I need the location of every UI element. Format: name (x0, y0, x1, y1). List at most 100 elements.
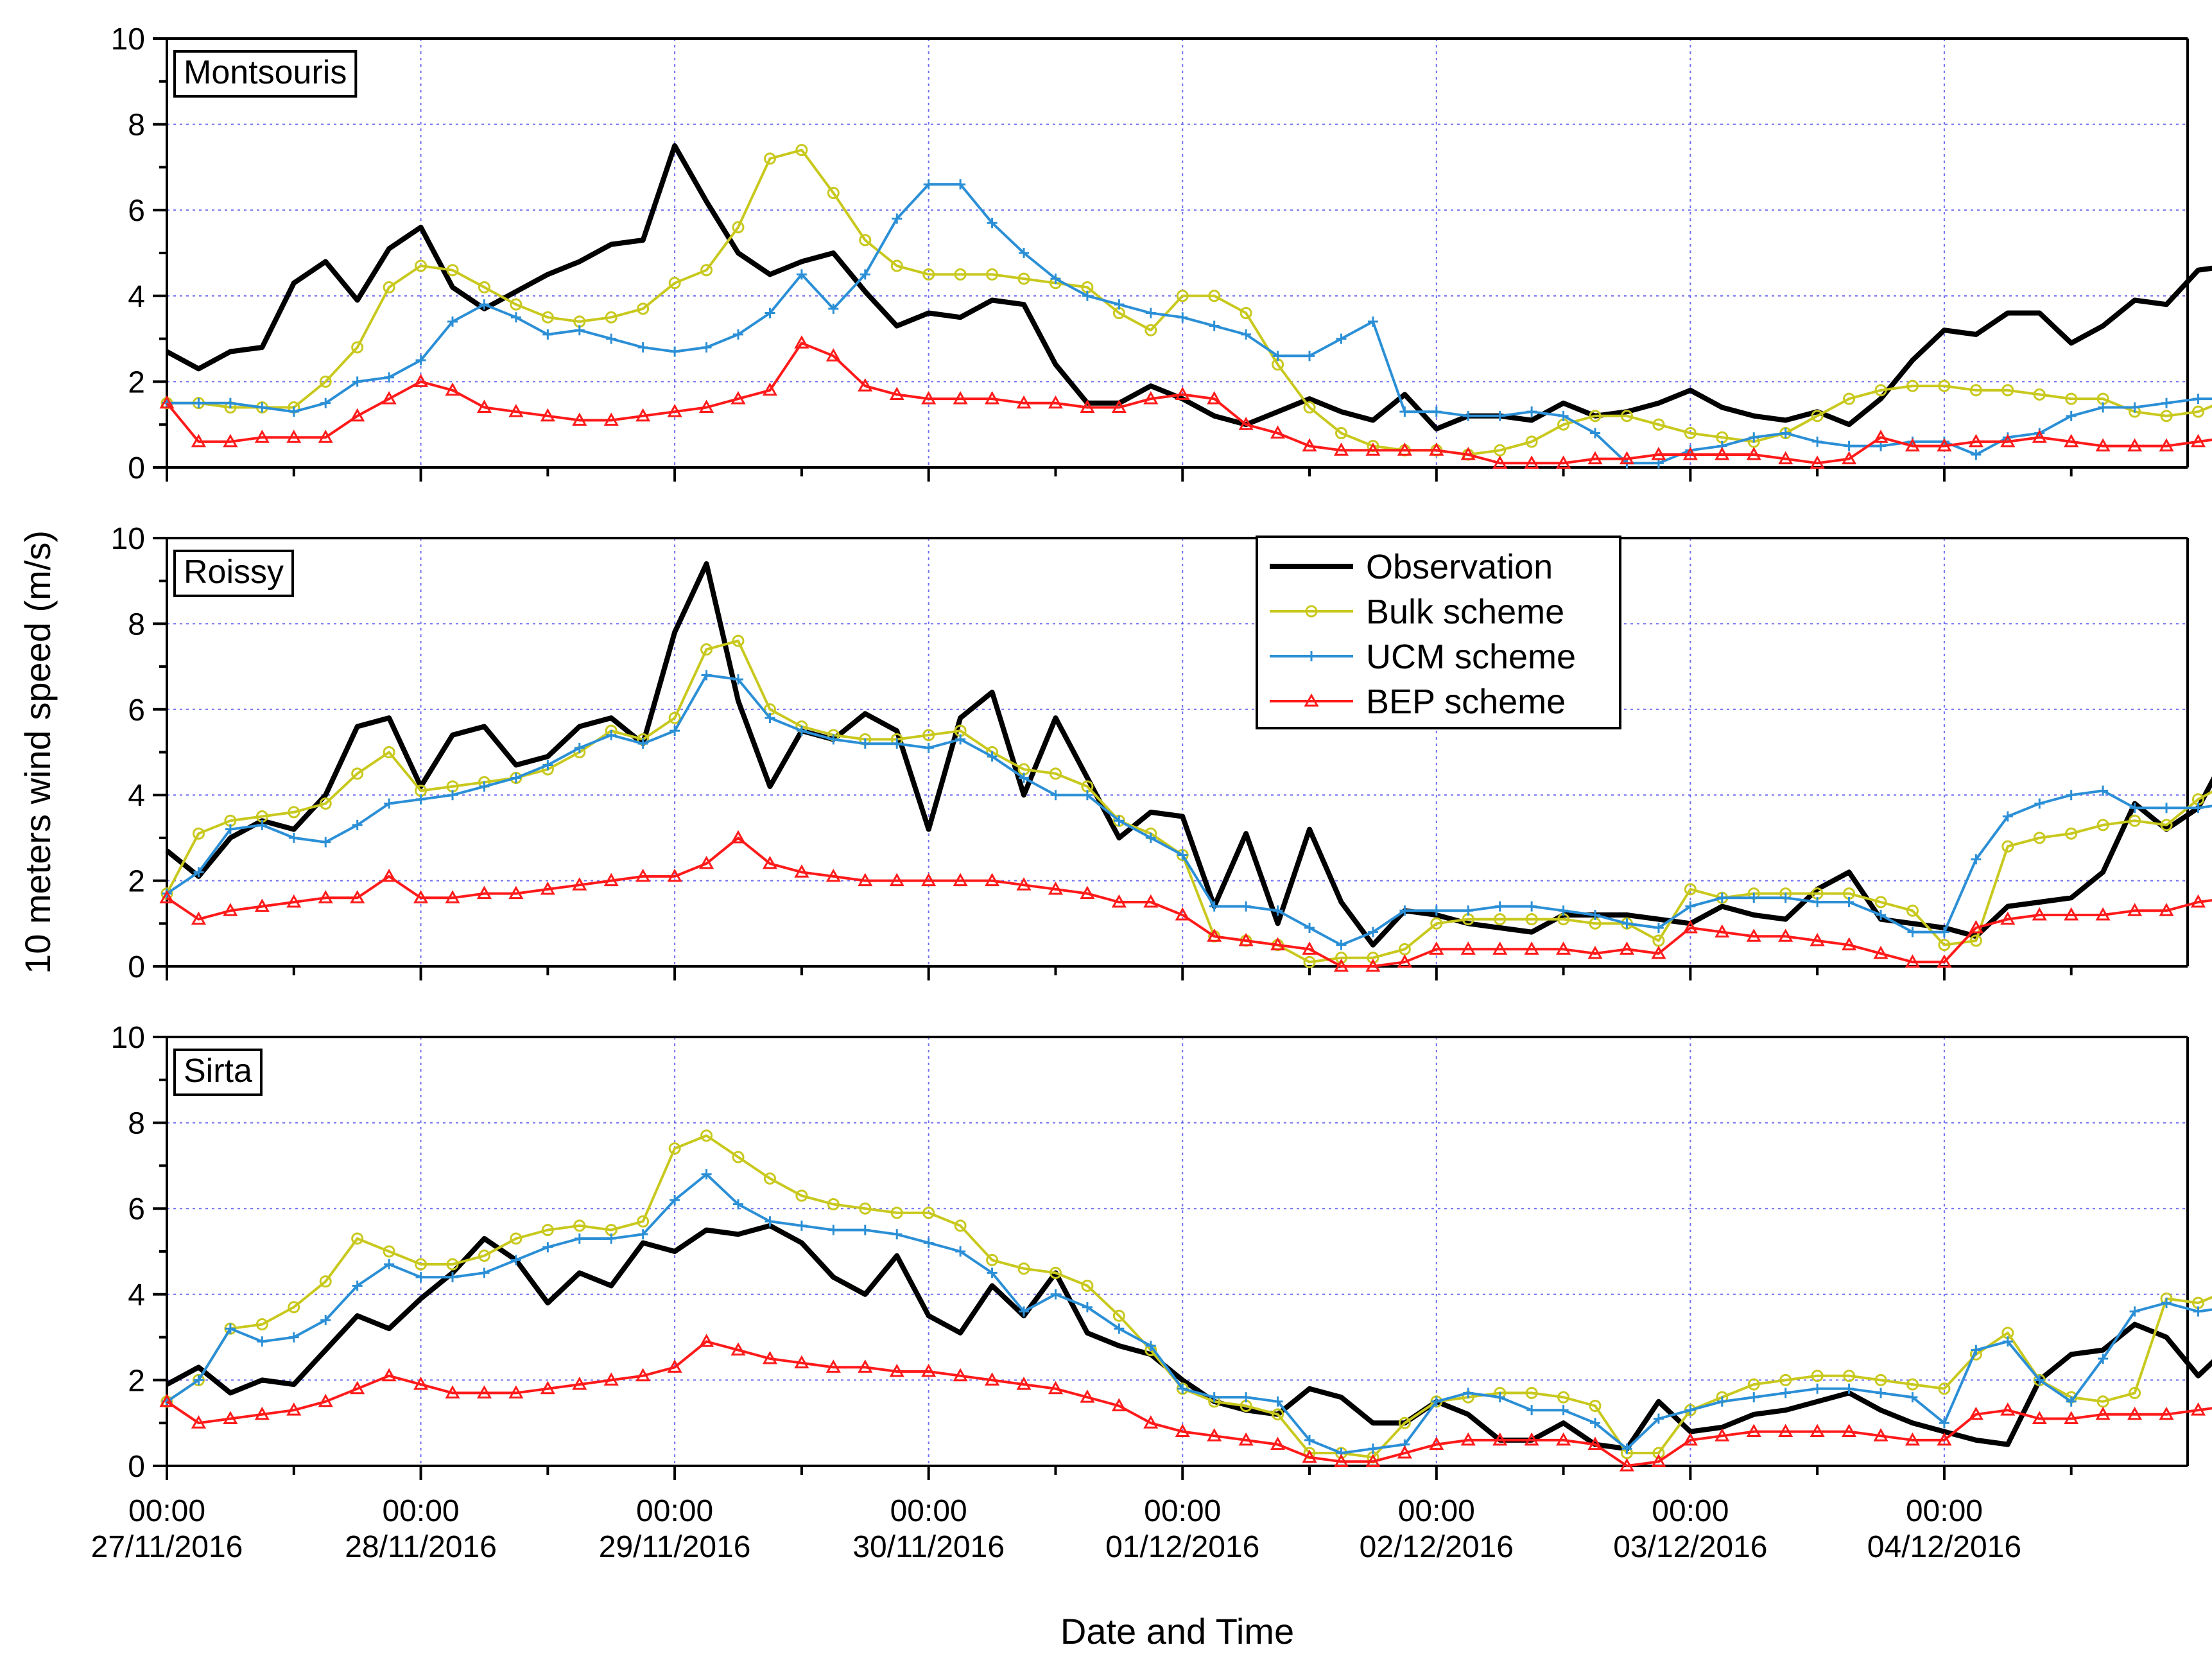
data-point (1749, 1392, 1759, 1403)
series-markers-ucm-scheme (162, 179, 2204, 469)
data-point (985, 391, 1000, 405)
x-tick-date-label: 30/11/2016 (852, 1530, 1005, 1564)
data-point (2190, 433, 2206, 448)
data-point (699, 399, 714, 413)
data-point (985, 873, 1000, 887)
data-point (257, 1336, 268, 1347)
data-point (1240, 307, 1252, 320)
legend-marker (1304, 693, 1319, 707)
data-point (445, 1385, 460, 1398)
data-point (1492, 941, 1508, 955)
data-point (1303, 955, 1316, 968)
data-point (921, 1363, 937, 1377)
data-point (1590, 1418, 1601, 1429)
data-point (699, 1334, 714, 1347)
data-point (288, 832, 299, 843)
x-tick-time-label: 00:00 (1398, 1494, 1475, 1528)
y-tick-label: 0 (128, 451, 145, 485)
data-point (1049, 1266, 1062, 1279)
data-point (1208, 290, 1221, 302)
data-point (1302, 941, 1317, 955)
data-point (765, 1216, 775, 1227)
data-point (1238, 417, 1254, 430)
data-point (985, 1372, 1000, 1386)
data-point (446, 264, 459, 277)
series-markers-ucm-scheme (162, 670, 2204, 950)
panel-sirta: 0 2 4 6 8 10 Sirta (111, 1021, 2212, 1484)
data-point (1652, 1447, 1665, 1459)
data-point (2095, 1406, 2111, 1420)
data-point (2129, 402, 2140, 413)
data-point (2193, 803, 2204, 814)
data-point (1494, 1392, 1505, 1403)
y-tick-label: 4 (128, 280, 145, 314)
data-point (1209, 1392, 1220, 1403)
data-point (1016, 395, 1032, 409)
data-point (670, 346, 680, 357)
data-point (668, 711, 681, 724)
data-point (860, 269, 870, 280)
data-point (1304, 1434, 1315, 1445)
data-point (381, 391, 397, 405)
data-point (2129, 1306, 2140, 1317)
data-point (1876, 909, 1887, 920)
data-point (1621, 918, 1632, 929)
data-point (1272, 1396, 1283, 1407)
data-point (1143, 391, 1159, 405)
legend-item-bep-scheme: BEP scheme (1270, 683, 1566, 721)
data-point (191, 1415, 207, 1429)
data-point (700, 643, 713, 656)
data-point (1842, 1424, 1857, 1438)
data-point (257, 402, 268, 413)
data-point (1241, 901, 1252, 912)
data-point (447, 1272, 458, 1283)
data-point (193, 1375, 204, 1386)
legend: Observation Bulk scheme UCM scheme BEP sche… (1256, 536, 1621, 729)
data-point (1652, 418, 1665, 431)
data-point (192, 827, 205, 840)
data-point (510, 772, 521, 783)
legend-item-ucm-scheme: UCM scheme (1270, 638, 1576, 676)
data-point (827, 1198, 840, 1211)
data-point (637, 1215, 650, 1228)
data-point (1524, 941, 1539, 955)
data-point (762, 382, 778, 396)
series-line-bep-scheme (166, 836, 2212, 968)
legend-label: Observation (1366, 548, 1553, 586)
data-point (1270, 1436, 1286, 1450)
data-point (350, 1380, 365, 1395)
data-point (1651, 1454, 1666, 1467)
data-point (1080, 399, 1095, 413)
data-point (603, 412, 619, 426)
y-axis-title: 10 meters wind speed (m/s) (17, 530, 58, 974)
data-point (1492, 455, 1508, 469)
data-point (603, 1372, 619, 1386)
data-point (1304, 922, 1315, 933)
data-point (383, 746, 395, 758)
data-point (1780, 893, 1791, 903)
data-point (1682, 919, 1698, 934)
data-point (825, 1359, 841, 1373)
data-point (670, 1194, 680, 1205)
data-point (953, 391, 968, 405)
legend-item-bulk-scheme: Bulk scheme (1270, 593, 1564, 631)
data-point (953, 1368, 968, 1382)
data-point (1145, 324, 1157, 336)
data-point (794, 335, 809, 349)
data-point (828, 1224, 839, 1235)
data-point (255, 1318, 268, 1331)
data-point (1682, 1432, 1698, 1446)
data-point (1367, 1443, 1378, 1454)
x-tick-time-label: 00:00 (128, 1494, 205, 1528)
data-point (1111, 1398, 1127, 1411)
data-point (476, 1385, 492, 1398)
data-point (1937, 954, 1952, 968)
data-point (159, 1393, 175, 1407)
data-point (1145, 1340, 1156, 1351)
data-point (1969, 934, 1982, 947)
data-point (1019, 1306, 1030, 1317)
y-tick-label: 8 (128, 1107, 145, 1141)
data-point (1177, 849, 1188, 860)
data-point (890, 1206, 903, 1219)
data-point (1431, 905, 1442, 916)
